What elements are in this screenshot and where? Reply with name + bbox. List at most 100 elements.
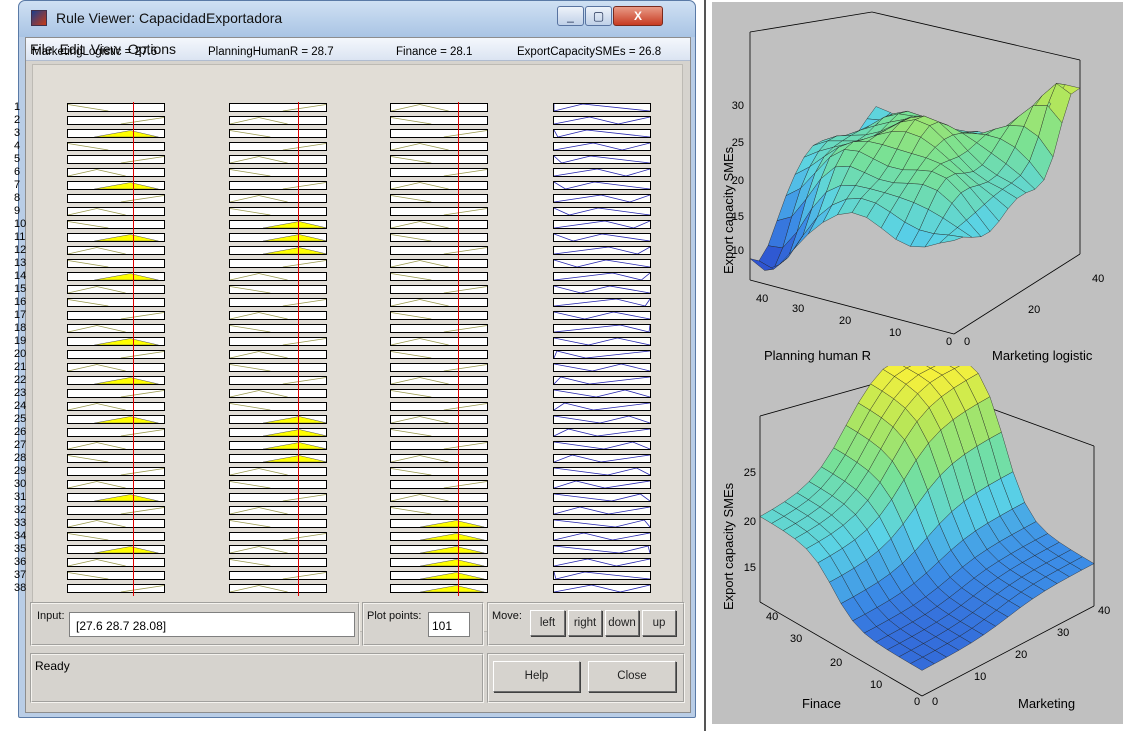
rule-mf-plot[interactable]: [229, 298, 327, 307]
rule-mf-plot[interactable]: [390, 558, 488, 567]
rule-mf-plot[interactable]: [553, 480, 651, 489]
rule-mf-plot[interactable]: [390, 116, 488, 125]
rule-mf-plot[interactable]: [553, 415, 651, 424]
finance-input-line[interactable]: [458, 102, 459, 596]
rule-mf-plot[interactable]: [229, 584, 327, 593]
rule-mf-plot[interactable]: [390, 142, 488, 151]
rule-mf-plot[interactable]: [553, 155, 651, 164]
rule-mf-plot[interactable]: [390, 532, 488, 541]
rule-mf-plot[interactable]: [553, 220, 651, 229]
rule-mf-plot[interactable]: [553, 207, 651, 216]
rule-mf-plot[interactable]: [390, 259, 488, 268]
rule-mf-plot[interactable]: [390, 441, 488, 450]
rule-mf-plot[interactable]: [229, 337, 327, 346]
rule-mf-plot[interactable]: [390, 428, 488, 437]
rule-mf-plot[interactable]: [229, 532, 327, 541]
rule-mf-plot[interactable]: [229, 441, 327, 450]
rule-mf-plot[interactable]: [67, 272, 165, 281]
rule-mf-plot[interactable]: [229, 428, 327, 437]
rule-mf-plot[interactable]: [67, 441, 165, 450]
rule-mf-plot[interactable]: [67, 389, 165, 398]
rule-mf-plot[interactable]: [229, 129, 327, 138]
rule-mf-plot[interactable]: [553, 558, 651, 567]
rule-mf-plot[interactable]: [553, 311, 651, 320]
rule-mf-plot[interactable]: [390, 584, 488, 593]
rule-mf-plot[interactable]: [67, 480, 165, 489]
rule-mf-plot[interactable]: [67, 129, 165, 138]
rule-mf-plot[interactable]: [67, 298, 165, 307]
rule-mf-plot[interactable]: [553, 259, 651, 268]
rule-mf-plot[interactable]: [229, 519, 327, 528]
rule-mf-plot[interactable]: [67, 181, 165, 190]
rule-mf-plot[interactable]: [390, 467, 488, 476]
rule-mf-plot[interactable]: [229, 181, 327, 190]
rule-mf-plot[interactable]: [229, 324, 327, 333]
rule-mf-plot[interactable]: [67, 324, 165, 333]
rule-mf-plot[interactable]: [553, 467, 651, 476]
rule-mf-plot[interactable]: [67, 337, 165, 346]
rule-mf-plot[interactable]: [229, 545, 327, 554]
rule-mf-plot[interactable]: [229, 272, 327, 281]
rule-mf-plot[interactable]: [229, 246, 327, 255]
rule-mf-plot[interactable]: [229, 363, 327, 372]
rule-mf-plot[interactable]: [229, 415, 327, 424]
rule-mf-plot[interactable]: [553, 493, 651, 502]
rule-mf-plot[interactable]: [229, 558, 327, 567]
rule-mf-plot[interactable]: [229, 311, 327, 320]
rule-mf-plot[interactable]: [67, 233, 165, 242]
rule-mf-plot[interactable]: [67, 285, 165, 294]
rule-mf-plot[interactable]: [390, 220, 488, 229]
move-right-button[interactable]: right: [568, 610, 602, 636]
rule-mf-plot[interactable]: [390, 415, 488, 424]
rule-mf-plot[interactable]: [229, 480, 327, 489]
rule-mf-plot[interactable]: [390, 337, 488, 346]
rule-mf-plot[interactable]: [553, 519, 651, 528]
rule-mf-plot[interactable]: [67, 402, 165, 411]
rule-mf-plot[interactable]: [229, 506, 327, 515]
rule-mf-plot[interactable]: [67, 207, 165, 216]
rule-mf-plot[interactable]: [229, 350, 327, 359]
rule-mf-plot[interactable]: [553, 246, 651, 255]
rule-mf-plot[interactable]: [67, 467, 165, 476]
help-button[interactable]: Help: [493, 661, 580, 692]
planning-input-line[interactable]: [298, 102, 299, 596]
rule-mf-plot[interactable]: [229, 454, 327, 463]
rule-mf-plot[interactable]: [229, 285, 327, 294]
rule-mf-plot[interactable]: [67, 142, 165, 151]
rule-mf-plot[interactable]: [229, 402, 327, 411]
rule-mf-plot[interactable]: [229, 233, 327, 242]
rule-mf-plot[interactable]: [390, 402, 488, 411]
rule-mf-plot[interactable]: [553, 545, 651, 554]
move-up-button[interactable]: up: [642, 610, 676, 636]
rule-mf-plot[interactable]: [67, 506, 165, 515]
rule-mf-plot[interactable]: [553, 389, 651, 398]
rule-mf-plot[interactable]: [553, 116, 651, 125]
rule-mf-plot[interactable]: [553, 272, 651, 281]
rule-mf-plot[interactable]: [229, 142, 327, 151]
rule-mf-plot[interactable]: [390, 571, 488, 580]
rule-mf-plot[interactable]: [67, 168, 165, 177]
rule-mf-plot[interactable]: [67, 428, 165, 437]
rule-mf-plot[interactable]: [390, 168, 488, 177]
rule-mf-plot[interactable]: [553, 584, 651, 593]
maximize-button[interactable]: ▢: [585, 6, 612, 26]
rule-mf-plot[interactable]: [67, 376, 165, 385]
rule-mf-plot[interactable]: [553, 337, 651, 346]
rule-mf-plot[interactable]: [67, 571, 165, 580]
rule-mf-plot[interactable]: [390, 246, 488, 255]
rule-mf-plot[interactable]: [390, 506, 488, 515]
rule-mf-plot[interactable]: [553, 376, 651, 385]
rule-mf-plot[interactable]: [553, 103, 651, 112]
rule-mf-plot[interactable]: [553, 532, 651, 541]
rule-mf-plot[interactable]: [390, 311, 488, 320]
rule-mf-plot[interactable]: [553, 168, 651, 177]
menu-file[interactable]: File: [30, 41, 53, 57]
rule-mf-plot[interactable]: [553, 454, 651, 463]
rule-mf-plot[interactable]: [390, 389, 488, 398]
rule-mf-plot[interactable]: [390, 324, 488, 333]
rule-mf-plot[interactable]: [390, 233, 488, 242]
rule-mf-plot[interactable]: [229, 155, 327, 164]
rule-mf-plot[interactable]: [553, 324, 651, 333]
rule-mf-plot[interactable]: [553, 298, 651, 307]
rule-mf-plot[interactable]: [553, 285, 651, 294]
